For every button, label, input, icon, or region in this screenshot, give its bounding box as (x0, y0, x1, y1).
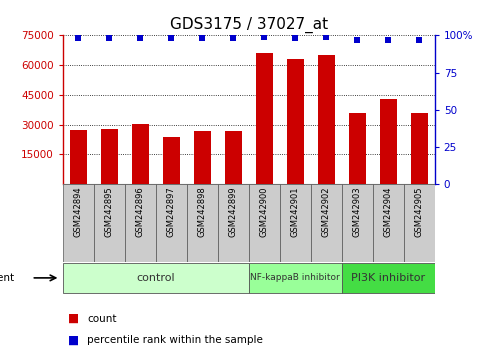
Bar (156, 184, 187, 262)
Bar (94, 184, 125, 262)
Bar (163, 137, 180, 184)
Bar (218, 184, 249, 262)
Text: GSM242898: GSM242898 (198, 187, 207, 237)
Point (74, 35, 82, 41)
Text: GSM242904: GSM242904 (384, 187, 393, 237)
Text: count: count (87, 314, 116, 324)
Bar (63, 263, 249, 293)
Text: ■: ■ (68, 312, 79, 325)
Bar (342, 184, 373, 262)
Text: GSM242896: GSM242896 (136, 187, 145, 237)
Text: PI3K inhibitor: PI3K inhibitor (351, 273, 425, 283)
Point (199, 35, 206, 41)
Text: GSM242901: GSM242901 (291, 187, 300, 237)
Text: agent: agent (0, 273, 14, 283)
Bar (249, 184, 280, 262)
Bar (194, 131, 211, 184)
Bar (287, 59, 304, 184)
Text: GSM242897: GSM242897 (167, 187, 176, 237)
Point (384, 37, 392, 43)
Bar (349, 113, 366, 184)
Bar (411, 113, 428, 184)
Bar (404, 184, 435, 262)
Bar (63, 184, 94, 262)
Text: GSM242894: GSM242894 (74, 187, 83, 237)
Bar (70, 130, 87, 184)
Bar (373, 184, 404, 262)
Point (168, 35, 175, 41)
Text: GSM242902: GSM242902 (322, 187, 331, 237)
Text: GSM242905: GSM242905 (415, 187, 424, 237)
Title: GDS3175 / 37027_at: GDS3175 / 37027_at (170, 16, 328, 33)
Bar (380, 99, 397, 184)
Bar (256, 53, 273, 184)
Text: GSM242900: GSM242900 (260, 187, 269, 237)
Text: NF-kappaB inhibitor: NF-kappaB inhibitor (250, 273, 340, 282)
Bar (225, 131, 242, 184)
Point (354, 37, 361, 43)
Bar (249, 263, 342, 293)
Bar (101, 129, 118, 184)
Text: control: control (137, 273, 175, 283)
Point (415, 37, 423, 43)
Point (105, 35, 113, 41)
Text: GSM242895: GSM242895 (105, 187, 114, 237)
Bar (280, 184, 311, 262)
Bar (125, 184, 156, 262)
Bar (318, 55, 335, 184)
Bar (311, 184, 342, 262)
Bar (342, 263, 435, 293)
Bar (187, 184, 218, 262)
Point (136, 35, 144, 41)
Text: ■: ■ (68, 333, 79, 346)
Text: percentile rank within the sample: percentile rank within the sample (87, 335, 263, 345)
Point (322, 34, 330, 40)
Bar (132, 124, 149, 184)
Point (291, 35, 299, 41)
Point (229, 35, 237, 41)
Point (260, 34, 268, 40)
Text: GSM242899: GSM242899 (229, 187, 238, 237)
Text: GSM242903: GSM242903 (353, 187, 362, 237)
